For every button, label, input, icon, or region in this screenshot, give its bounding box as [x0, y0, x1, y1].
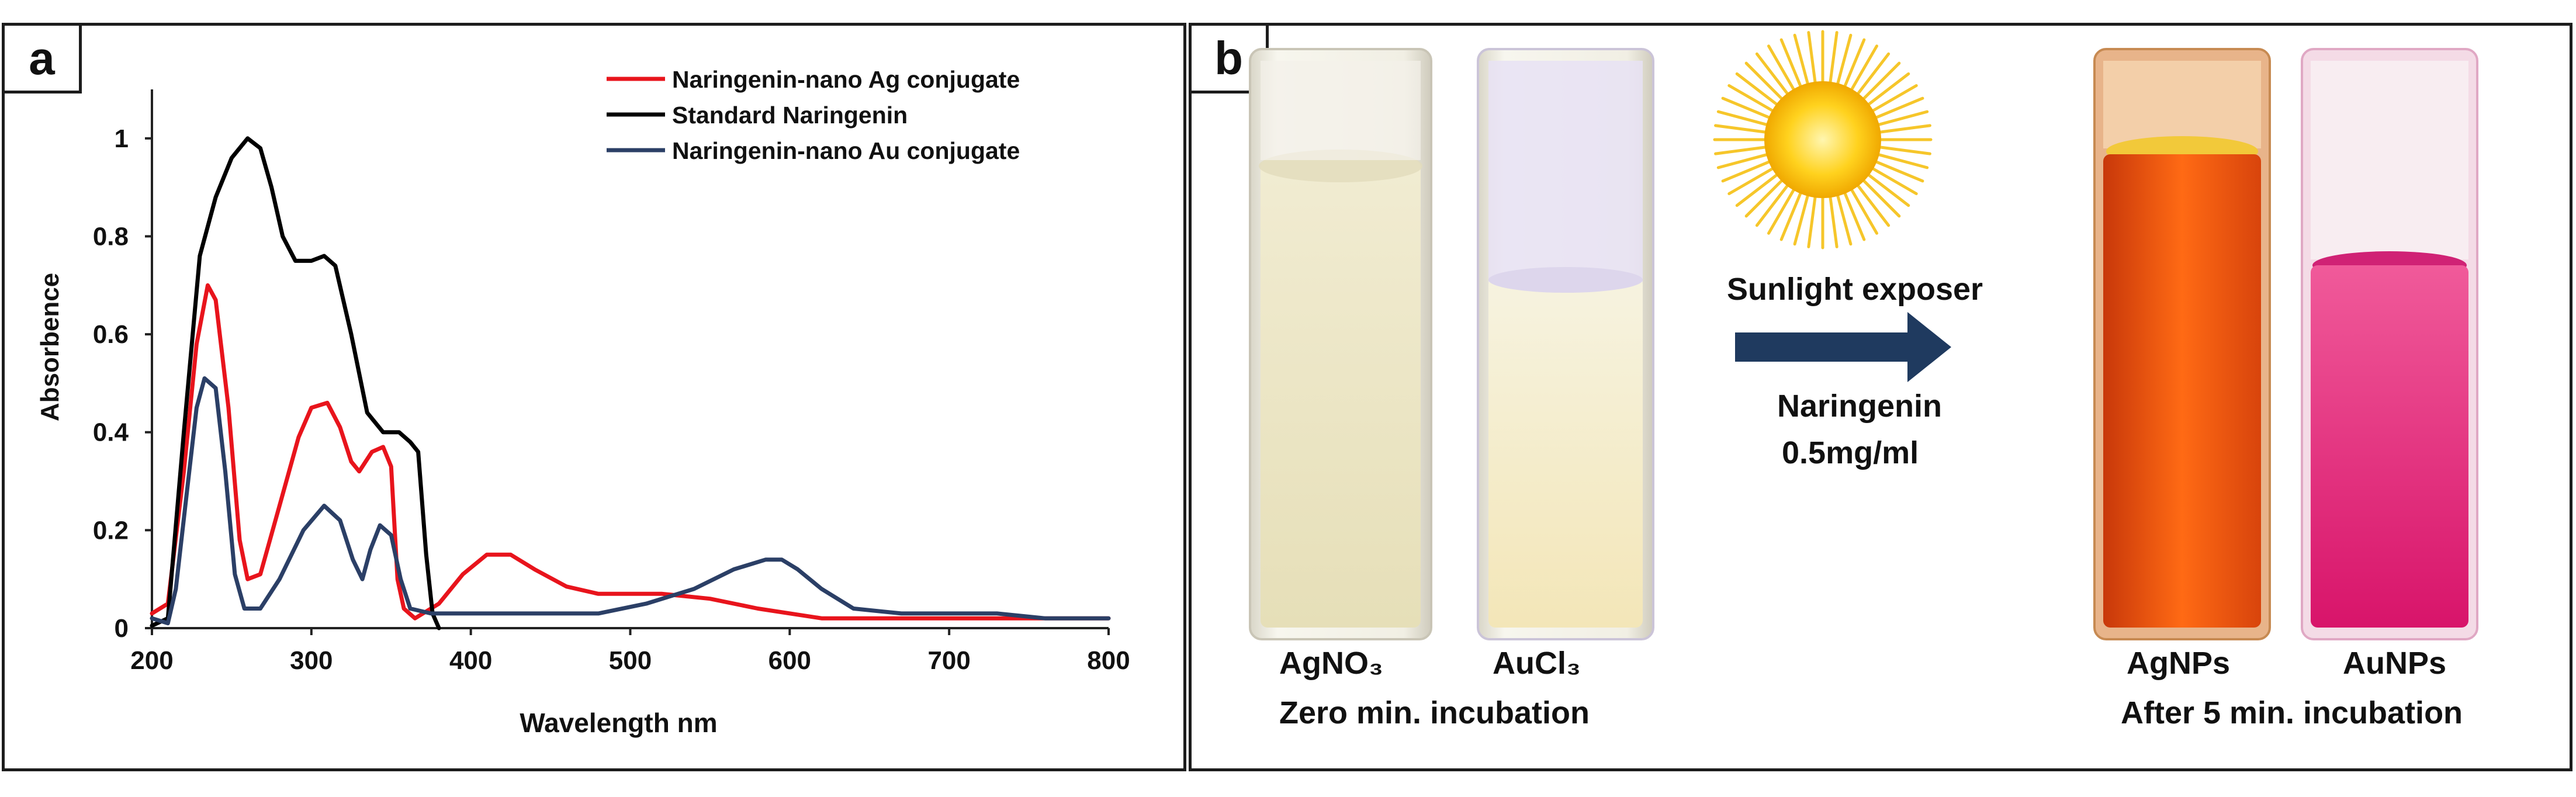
caption-agnps: AgNPs: [2127, 646, 2231, 681]
panel-label-a: a: [5, 26, 82, 93]
x-tick-label: 200: [130, 646, 173, 675]
legend-label-3: Naringenin-nano Au conjugate: [672, 137, 1020, 164]
x-tick-label: 800: [1087, 646, 1130, 675]
y-axis-label: Absorbence: [36, 273, 64, 421]
x-tick-label: 600: [768, 646, 811, 675]
x-tick-label: 500: [609, 646, 652, 675]
cuvette-agno3: [1249, 48, 1432, 640]
caption-after-incubation: After 5 min. incubation: [2121, 695, 2463, 730]
y-tick-label: 0.2: [93, 516, 129, 545]
caption-aunps: AuNPs: [2343, 646, 2447, 681]
arrow-label-concentration: 0.5mg/ml: [1782, 435, 1919, 470]
y-tick-label: 0: [115, 614, 129, 643]
x-axis-label: Wavelength nm: [520, 708, 717, 738]
photo-illustration: [1249, 30, 2478, 640]
series-line-1: [150, 283, 1111, 621]
cuvette-aucl3: [1477, 48, 1654, 640]
arrow-label-sunlight: Sunlight exposer: [1727, 272, 1983, 307]
panel-a: a 200 300 400 500 600 700 800 0 0.2 0.4 0.6 0.8 1 Wav…: [2, 23, 1186, 771]
panel-b: b: [1189, 23, 2572, 771]
series-line-2: [150, 136, 441, 630]
sun-icon: [1713, 30, 1933, 250]
cuvette-aunps: [2301, 48, 2478, 640]
x-tick-label: 400: [449, 646, 492, 675]
legend-label-2: Standard Naringenin: [672, 102, 908, 129]
x-tick-label: 700: [927, 646, 970, 675]
y-tick-label: 0.8: [93, 222, 129, 251]
caption-zero-incubation: Zero min. incubation: [1279, 695, 1590, 730]
cuvette-agnps: [2093, 48, 2271, 640]
absorbance-chart: 200 300 400 500 600 700 800 0 0.2 0.4 0.6 0.8 1 Wavel…: [36, 66, 1130, 738]
caption-agno3: AgNO₃: [1279, 646, 1383, 681]
series-line-3: [150, 376, 1111, 626]
arrow-label-naringenin: Naringenin: [1777, 389, 1943, 424]
arrow-right-icon: [1735, 312, 1951, 382]
y-tick-label: 1: [115, 124, 129, 153]
legend-label-1: Naringenin-nano Ag conjugate: [672, 66, 1020, 93]
caption-aucl3: AuCl₃: [1493, 646, 1581, 681]
y-tick-label: 0.4: [93, 418, 129, 447]
x-tick-label: 300: [290, 646, 333, 675]
y-tick-label: 0.6: [93, 320, 129, 349]
